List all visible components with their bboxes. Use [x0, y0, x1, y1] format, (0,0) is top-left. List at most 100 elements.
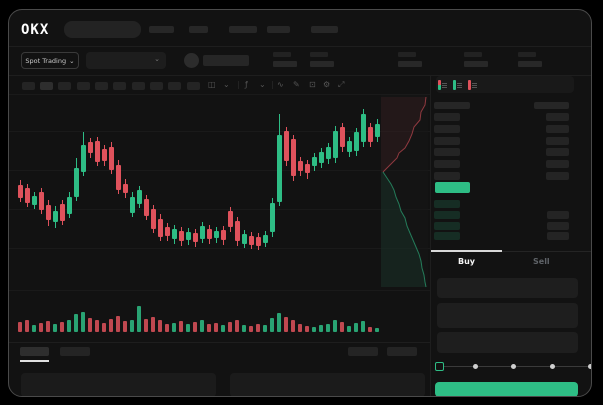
volume-bar — [270, 318, 274, 332]
volume-bar — [305, 326, 309, 332]
orderbook-asks-view-icon[interactable] — [468, 80, 478, 90]
volume-bar — [193, 322, 197, 332]
stat-label-skeleton — [398, 52, 416, 57]
orderbook-col-header-amount — [534, 102, 569, 109]
timeframe-button[interactable] — [168, 82, 181, 90]
slider-stop-dot[interactable] — [473, 364, 478, 369]
candle-body — [116, 165, 121, 190]
candle-body — [312, 157, 317, 166]
candle-body — [291, 139, 296, 176]
candle-body — [319, 152, 324, 163]
nav-item-skeleton[interactable] — [311, 26, 338, 33]
orderbook-split-view-icon[interactable] — [438, 80, 448, 90]
candle-body — [207, 229, 212, 239]
search-input[interactable] — [64, 21, 141, 38]
timeframe-button[interactable] — [22, 82, 35, 90]
indicators-icon[interactable]: ƒ — [245, 80, 248, 89]
volume-bar — [298, 324, 302, 332]
orderbook-bid-row[interactable] — [434, 232, 460, 240]
gridline — [9, 170, 430, 171]
volume-bar — [242, 325, 246, 332]
orderbook-bid-row[interactable] — [434, 211, 460, 219]
volume-bar — [25, 320, 29, 332]
orderbook-bid-row[interactable] — [434, 222, 460, 230]
volume-bar — [151, 317, 155, 332]
nav-item-skeleton[interactable] — [189, 26, 208, 33]
candle-body — [270, 203, 275, 232]
orderbook-bid-row[interactable] — [434, 200, 460, 208]
volume-bar — [39, 323, 43, 332]
orders-table-panel — [230, 373, 425, 396]
orderbook-ask-row[interactable] — [434, 125, 460, 133]
candle-body — [39, 192, 44, 210]
timeframe-button[interactable] — [58, 82, 71, 90]
orders-filter-skeleton[interactable] — [387, 347, 417, 356]
timeframe-button[interactable] — [77, 82, 90, 90]
volume-bar — [284, 317, 288, 332]
screenshot-icon[interactable]: ⊡ — [309, 80, 316, 89]
orderbook-ask-amount — [546, 125, 569, 133]
slider-stop-dot[interactable] — [588, 364, 591, 369]
order-input-field[interactable] — [437, 303, 578, 328]
fullscreen-icon[interactable]: ⤢ — [338, 80, 345, 89]
slider-stop-dot[interactable] — [550, 364, 555, 369]
nav-item-skeleton[interactable] — [267, 26, 290, 33]
amount-slider-handle[interactable] — [435, 362, 444, 371]
chevron-down-icon[interactable]: ⌄ — [259, 80, 266, 89]
orderbook-bid-amount — [547, 222, 569, 230]
pair-name-skeleton — [203, 55, 249, 66]
slider-stop-dot[interactable] — [511, 364, 516, 369]
orders-tab[interactable] — [60, 347, 90, 356]
market-type-selector[interactable]: Spot Trading ⌄ — [21, 52, 79, 69]
volume-bar — [158, 320, 162, 332]
token-avatar — [184, 53, 199, 68]
timeframe-button[interactable] — [132, 82, 145, 90]
orderbook-ask-row[interactable] — [434, 113, 460, 121]
candle-body — [102, 149, 107, 161]
volume-bar — [144, 319, 148, 332]
volume-bar — [347, 326, 351, 332]
orders-tab[interactable] — [20, 347, 49, 356]
timeframe-button[interactable] — [40, 82, 53, 90]
orderbook-ask-row[interactable] — [434, 137, 460, 145]
volume-bar — [32, 325, 36, 332]
orderbook-ask-row[interactable] — [434, 148, 460, 156]
line-tool-icon[interactable]: ∿ — [277, 80, 284, 89]
orderbook-bids-view-icon[interactable] — [453, 80, 463, 90]
candle-type-icon[interactable]: ◫ — [208, 80, 216, 89]
candle-body — [305, 164, 310, 173]
volume-bar — [88, 318, 92, 332]
order-input-field[interactable] — [437, 278, 578, 298]
candle-body — [158, 219, 163, 237]
tab-buy[interactable]: Buy — [458, 257, 476, 266]
tab-sell[interactable]: Sell — [533, 257, 550, 266]
candle-body — [130, 197, 135, 213]
timeframe-button[interactable] — [187, 82, 200, 90]
settings-gear-icon[interactable]: ⚙ — [323, 80, 331, 89]
candle-body — [249, 236, 254, 245]
timeframe-button[interactable] — [113, 82, 126, 90]
volume-bar — [179, 321, 183, 332]
volume-bar — [333, 320, 337, 332]
timeframe-button[interactable] — [95, 82, 108, 90]
timeframe-button[interactable] — [150, 82, 163, 90]
orderbook-ask-row[interactable] — [434, 172, 460, 180]
orderbook-ask-row[interactable] — [434, 160, 460, 168]
draw-icon[interactable]: ✎ — [293, 80, 300, 89]
toolbar-divider: | — [271, 80, 274, 89]
chevron-down-icon[interactable]: ⌄ — [223, 80, 230, 89]
volume-bar — [228, 322, 232, 332]
order-input-field[interactable] — [437, 332, 578, 353]
okx-logo[interactable]: OKX — [21, 22, 50, 38]
nav-item-skeleton[interactable] — [229, 26, 257, 33]
orders-filter-skeleton[interactable] — [348, 347, 378, 356]
nav-item-skeleton[interactable] — [149, 26, 174, 33]
candle-body — [74, 168, 79, 197]
last-price-badge[interactable] — [435, 182, 470, 193]
candle-body — [333, 131, 338, 158]
pair-selector[interactable]: ⌄ — [86, 52, 166, 69]
volume-bar — [249, 326, 253, 332]
buy-submit-button[interactable] — [435, 382, 578, 396]
app-window: OKX Spot Trading ⌄ ⌄ ◫ ⌄ | ƒ ⌄ | ∿ ✎ ⊡ ⚙ ⤢ Buy Sel — [8, 9, 592, 397]
panel-divider — [430, 75, 431, 396]
